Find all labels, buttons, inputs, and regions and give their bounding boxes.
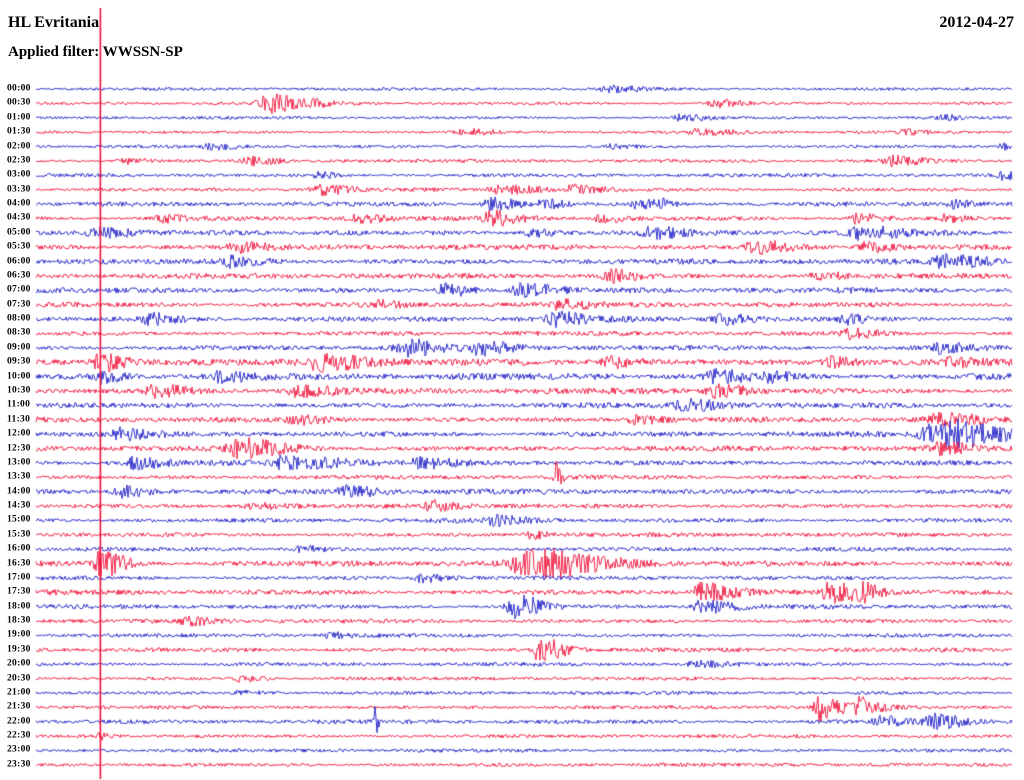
- time-label-21:00: 21:00: [7, 687, 31, 698]
- time-label-19:00: 19:00: [7, 629, 31, 640]
- time-label-16:30: 16:30: [7, 557, 31, 568]
- time-label-08:30: 08:30: [7, 327, 31, 338]
- time-label-06:00: 06:00: [7, 255, 31, 266]
- time-label-02:30: 02:30: [7, 155, 31, 166]
- time-label-05:30: 05:30: [7, 241, 31, 252]
- time-label-19:30: 19:30: [7, 644, 31, 655]
- time-label-20:00: 20:00: [7, 658, 31, 669]
- time-label-16:00: 16:00: [7, 543, 31, 554]
- time-label-00:30: 00:30: [7, 97, 31, 108]
- time-label-11:30: 11:30: [7, 413, 31, 424]
- time-label-15:00: 15:00: [7, 514, 31, 525]
- time-label-09:30: 09:30: [7, 356, 31, 367]
- time-label-13:00: 13:00: [7, 457, 31, 468]
- time-label-09:00: 09:00: [7, 342, 31, 353]
- time-label-18:30: 18:30: [7, 615, 31, 626]
- time-label-08:00: 08:00: [7, 313, 31, 324]
- time-label-21:30: 21:30: [7, 701, 31, 712]
- time-label-22:00: 22:00: [7, 715, 31, 726]
- time-label-04:00: 04:00: [7, 198, 31, 209]
- time-label-03:30: 03:30: [7, 183, 31, 194]
- time-label-15:30: 15:30: [7, 529, 31, 540]
- time-label-01:00: 01:00: [7, 112, 31, 122]
- time-label-23:00: 23:00: [7, 744, 31, 755]
- time-label-12:00: 12:00: [7, 428, 31, 439]
- time-label-17:00: 17:00: [7, 572, 31, 583]
- time-label-05:00: 05:00: [7, 227, 31, 238]
- time-label-23:30: 23:30: [7, 759, 31, 770]
- time-label-07:00: 07:00: [7, 284, 31, 295]
- time-label-12:30: 12:30: [7, 442, 31, 453]
- time-label-18:00: 18:00: [7, 600, 31, 611]
- time-label-10:00: 10:00: [7, 370, 31, 381]
- time-label-22:30: 22:30: [7, 730, 31, 741]
- time-label-11:00: 11:00: [7, 399, 31, 410]
- time-label-07:30: 07:30: [7, 298, 31, 309]
- time-label-20:30: 20:30: [7, 672, 31, 683]
- time-label-13:30: 13:30: [7, 471, 31, 482]
- time-label-01:30: 01:30: [7, 126, 31, 137]
- time-label-10:30: 10:30: [7, 385, 31, 396]
- time-label-02:00: 02:00: [7, 140, 31, 151]
- time-label-00:00: 00:00: [7, 83, 31, 94]
- date-label: 2012-04-27: [939, 14, 1014, 31]
- time-label-14:00: 14:00: [7, 485, 31, 496]
- time-label-17:30: 17:30: [7, 586, 31, 597]
- station-title: HL Evritania: [8, 14, 100, 31]
- time-label-06:30: 06:30: [7, 270, 31, 281]
- filter-label: Applied filter: WWSSN-SP: [8, 44, 183, 60]
- time-label-04:30: 04:30: [7, 212, 31, 223]
- time-label-14:30: 14:30: [7, 500, 31, 511]
- time-label-03:00: 03:00: [7, 169, 31, 180]
